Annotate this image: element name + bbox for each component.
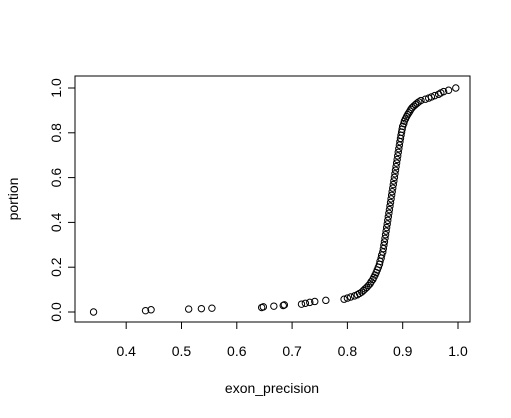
- data-point: [208, 304, 216, 312]
- y-tick-label: 0.0: [48, 302, 64, 322]
- data-point: [343, 294, 352, 302]
- y-tick-label: 0.4: [48, 212, 64, 232]
- data-point: [322, 296, 330, 305]
- data-point: [184, 305, 193, 313]
- data-point: [270, 302, 278, 310]
- data-point: [391, 170, 399, 178]
- data-point: [394, 148, 402, 156]
- data-point: [147, 306, 155, 314]
- data-point: [391, 166, 400, 174]
- data-point: [395, 145, 403, 153]
- y-tick-label: 0.2: [48, 257, 64, 277]
- data-point: [431, 91, 439, 100]
- data-point: [279, 301, 287, 310]
- data-point: [388, 188, 396, 196]
- data-point: [389, 180, 397, 189]
- data-point: [382, 227, 390, 235]
- data-point: [390, 177, 398, 185]
- data-point: [383, 220, 391, 228]
- data-point: [394, 152, 402, 160]
- data-point: [386, 202, 394, 210]
- data-point: [385, 205, 394, 214]
- data-point: [297, 300, 306, 308]
- data-point: [384, 213, 393, 221]
- y-tick-label: 0.8: [48, 123, 64, 143]
- y-axis-label: portion: [5, 178, 21, 221]
- data-point: [393, 155, 401, 164]
- data-point: [259, 303, 268, 311]
- data-point: [381, 231, 390, 239]
- data-point: [403, 110, 412, 119]
- data-point: [280, 301, 289, 309]
- data-point: [311, 297, 319, 306]
- data-point: [382, 223, 391, 232]
- data-point: [340, 295, 348, 303]
- data-point: [452, 84, 460, 92]
- data-point: [301, 299, 310, 307]
- data-point: [381, 234, 389, 243]
- data-point: [444, 86, 453, 94]
- x-tick-label: 0.9: [393, 343, 413, 359]
- data-point: [380, 238, 389, 246]
- x-tick-label: 0.5: [172, 343, 192, 359]
- x-tick-label: 0.8: [338, 343, 358, 359]
- data-point: [392, 162, 400, 171]
- data-point: [387, 195, 395, 203]
- data-point: [392, 159, 401, 167]
- data-point: [306, 298, 314, 307]
- data-points: [89, 84, 460, 316]
- data-point: [197, 304, 206, 313]
- data-point: [386, 198, 395, 207]
- data-point: [347, 293, 355, 301]
- data-point: [427, 93, 436, 101]
- data-point: [405, 109, 413, 117]
- x-axis: 0.4 0.5 0.6 0.7 0.8 0.9 1.0: [116, 321, 468, 359]
- data-point: [384, 216, 392, 225]
- x-tick-label: 0.7: [282, 343, 302, 359]
- data-point: [380, 241, 388, 249]
- data-point: [89, 308, 98, 316]
- y-axis: 0.0 0.2 0.4 0.6 0.8 1.0: [48, 78, 76, 322]
- data-point: [439, 87, 448, 96]
- data-point: [387, 191, 396, 199]
- x-tick-label: 1.0: [448, 343, 468, 359]
- data-point: [389, 184, 397, 192]
- data-point: [385, 209, 393, 217]
- x-tick-label: 0.6: [227, 343, 247, 359]
- x-axis-label: exon_precision: [225, 380, 319, 396]
- data-point: [417, 96, 425, 105]
- data-point: [390, 173, 399, 182]
- y-tick-label: 1.0: [48, 78, 64, 98]
- x-tick-label: 0.4: [116, 343, 136, 359]
- y-tick-label: 0.6: [48, 168, 64, 188]
- data-point: [141, 306, 150, 315]
